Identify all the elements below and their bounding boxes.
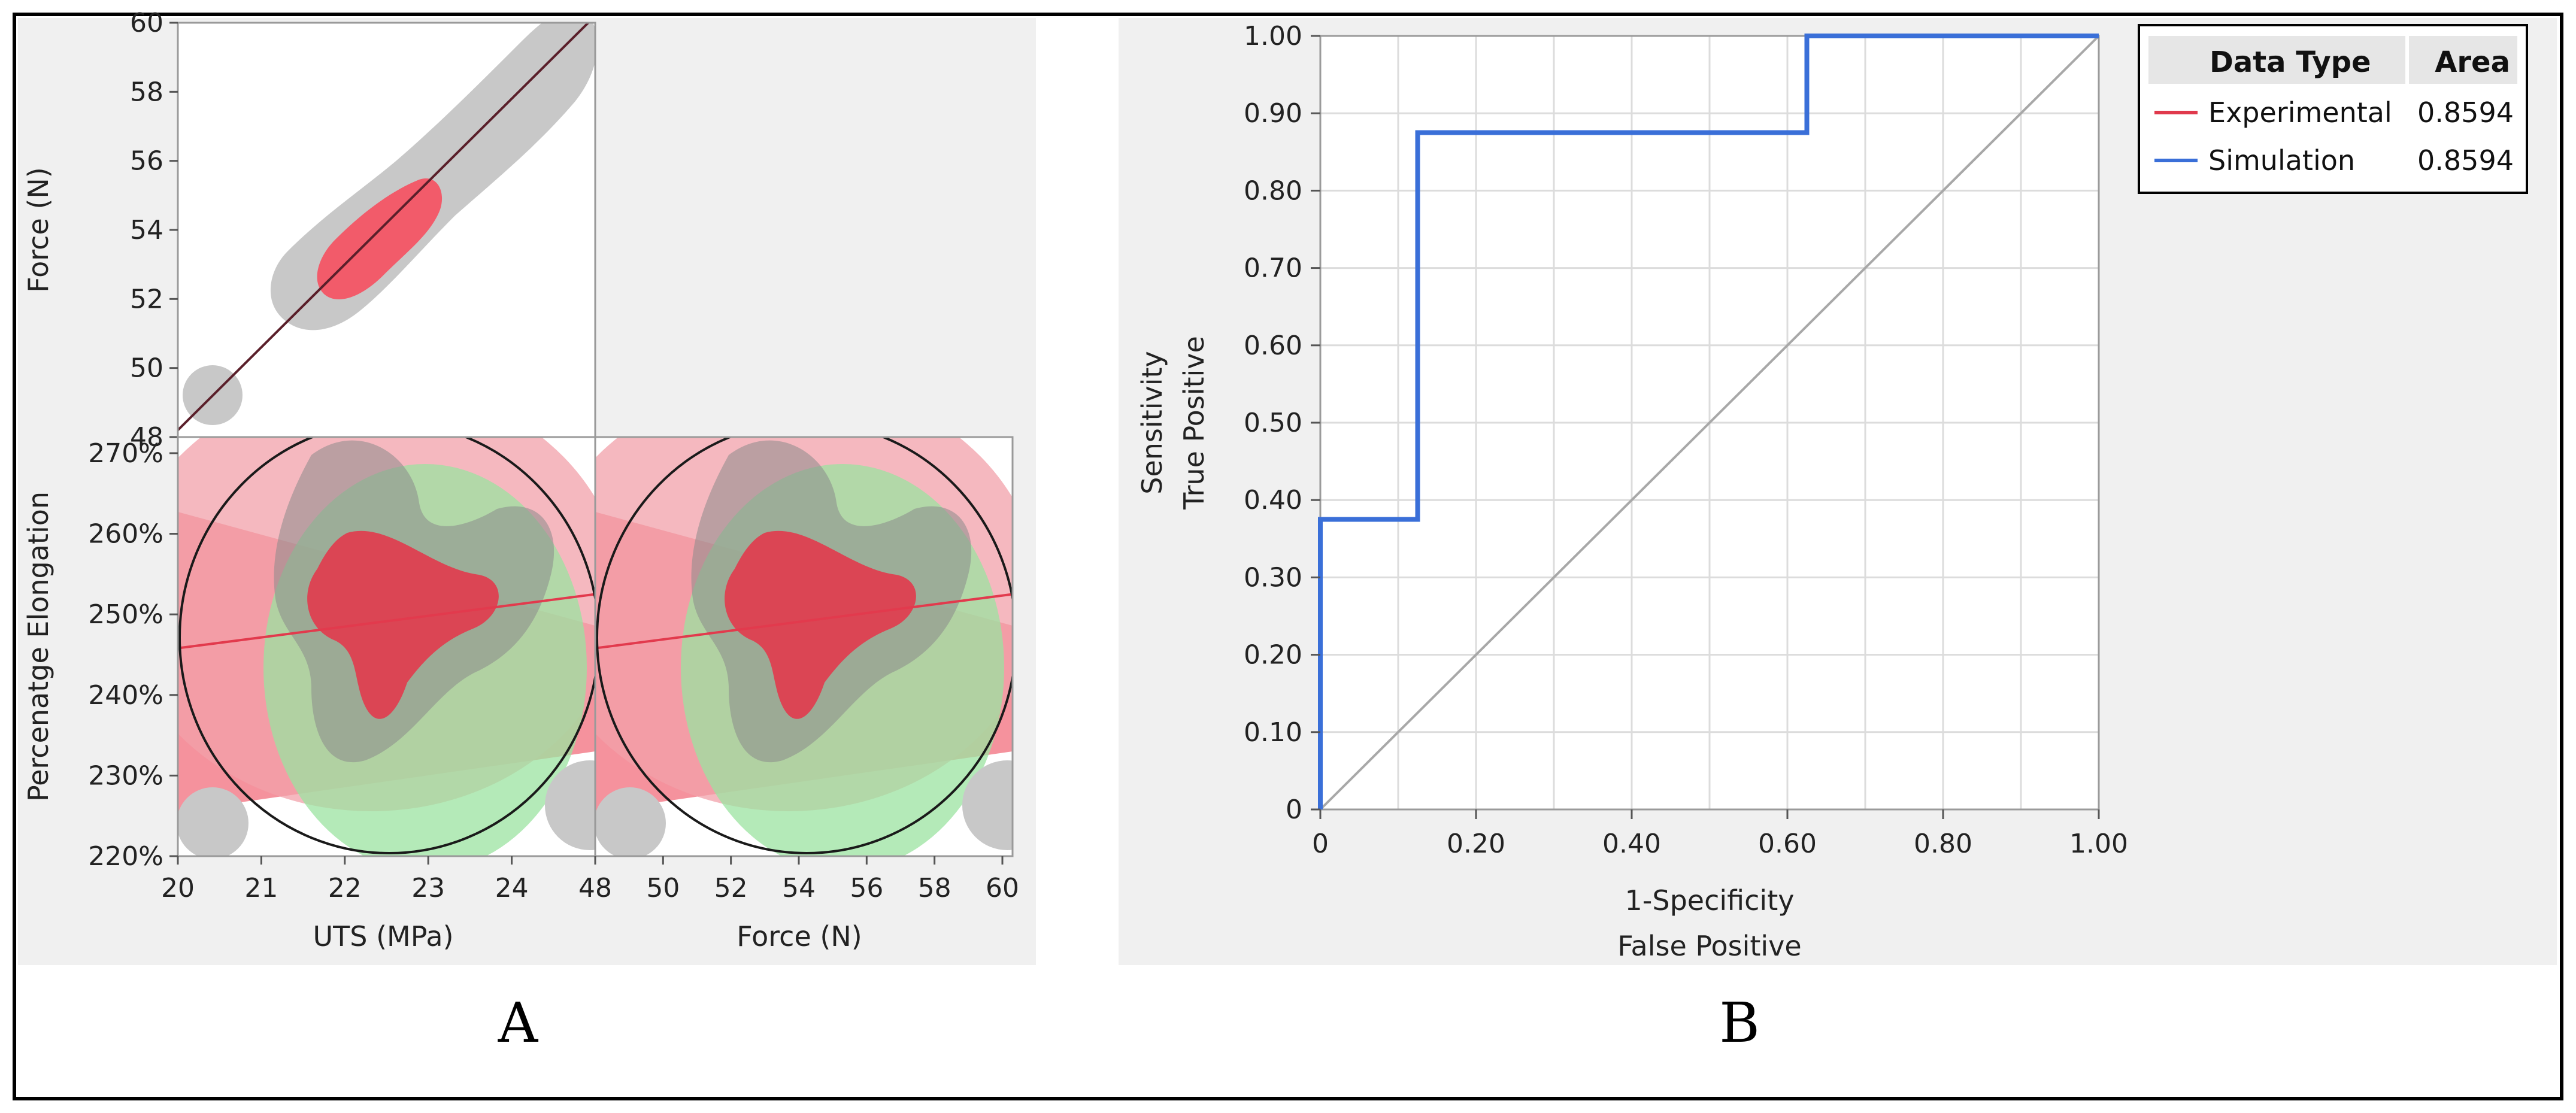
x-tick-label: 24 bbox=[495, 873, 529, 903]
roc-y-tick-label: 0.80 bbox=[1244, 175, 1302, 206]
roc-xlabel: 1-Specificity bbox=[1625, 884, 1795, 917]
panel-b: 0 0.10 0.20 0.30 0.40 0.50 0.60 0.70 0.80 0.90 1.0… bbox=[1119, 18, 2557, 965]
density-core-region bbox=[317, 178, 443, 299]
y-tick-label: 58 bbox=[130, 77, 163, 107]
confidence-ellipse-outline bbox=[596, 437, 1013, 854]
legend-label-simulation: Simulation bbox=[2208, 144, 2355, 177]
subplot-elongation-vs-force-border bbox=[594, 436, 1014, 857]
outlier-blob-left bbox=[178, 787, 248, 856]
y-tick-label: 220% bbox=[88, 841, 163, 872]
roc-y-tick-label: 0.90 bbox=[1244, 98, 1302, 129]
x-tick-label: 21 bbox=[244, 873, 278, 903]
y-tick-label: 52 bbox=[130, 284, 163, 314]
xlabel-force: Force (N) bbox=[737, 920, 862, 953]
x-tick-label: 52 bbox=[714, 873, 748, 903]
legend-area-simulation: 0.8594 bbox=[2417, 144, 2514, 177]
roc-y-tick-label: 0.60 bbox=[1244, 330, 1302, 361]
y-tick-label: 270% bbox=[88, 438, 163, 469]
roc-x-tick-label: 1.00 bbox=[2069, 829, 2128, 859]
outlier-blob-left bbox=[595, 787, 666, 856]
x-tick-label: 50 bbox=[646, 873, 680, 903]
panel-a: 48 50 52 54 56 58 60 Force (N) 220% 230% 240% 250… bbox=[18, 8, 1036, 965]
roc-reference-diagonal bbox=[1319, 35, 2100, 811]
y-tick-label: 50 bbox=[130, 353, 163, 384]
x-tick-label: 58 bbox=[918, 873, 951, 903]
panel-letter-b: B bbox=[1719, 991, 1760, 1055]
fit-line-elongation-uts bbox=[178, 593, 595, 650]
legend-header-bg bbox=[2148, 36, 2517, 84]
legend-header-area: Area bbox=[2435, 46, 2510, 79]
subplot-elongation-vs-uts: 220% 230% 240% 250% 260% 270% 20 21 22 23 24 Perc… bbox=[22, 436, 596, 953]
roc-x-tick-label: 0.40 bbox=[1602, 829, 1661, 859]
y-tick-label: 48 bbox=[130, 422, 163, 453]
roc-ylabel2: True Positive bbox=[1178, 336, 1210, 510]
roc-legend: Data Type Area Experimental 0.8594 Simul… bbox=[2138, 24, 2528, 194]
y-tick-label: 230% bbox=[88, 760, 163, 791]
roc-y-tick-label: 1.00 bbox=[1244, 21, 1302, 51]
panel-letter-a: A bbox=[498, 991, 539, 1055]
roc-x-tick-label: 0.80 bbox=[1914, 829, 1972, 859]
y-tick-label: 56 bbox=[130, 146, 163, 177]
roc-y-tick-label: 0.30 bbox=[1244, 562, 1302, 593]
legend-header-type: Data Type bbox=[2210, 46, 2371, 79]
roc-y-tick-label: 0.10 bbox=[1244, 717, 1302, 748]
subplot-elongation-vs-force: 48 50 52 54 56 58 60 Force (N) bbox=[578, 436, 1019, 953]
outlier-blob-right bbox=[962, 760, 1013, 850]
y-tick-label: 240% bbox=[88, 680, 163, 711]
x-tick-label: 22 bbox=[328, 873, 362, 903]
x-tick-label: 54 bbox=[782, 873, 816, 903]
roc-x-tick-label: 0.60 bbox=[1758, 829, 1817, 859]
density-red-core bbox=[725, 530, 916, 719]
roc-xlabel2: False Positive bbox=[1617, 930, 1801, 962]
fit-line-force-uts bbox=[178, 23, 590, 431]
roc-x-tick-label: 0.20 bbox=[1447, 829, 1505, 859]
roc-y-tick-label: 0.70 bbox=[1244, 253, 1302, 284]
y-tick-label: 260% bbox=[88, 519, 163, 550]
legend-label-experimental: Experimental bbox=[2208, 96, 2392, 129]
x-tick-label: 60 bbox=[986, 873, 1019, 903]
fit-line-elongation-force bbox=[595, 593, 1013, 650]
ylabel-elongation: Percenatge Elongation bbox=[22, 492, 54, 802]
x-tick-label: 20 bbox=[161, 873, 195, 903]
outlier-blob-right bbox=[545, 760, 595, 850]
y-tick-label: 60 bbox=[130, 8, 163, 38]
roc-x-tick-label: 0 bbox=[1312, 829, 1329, 859]
y-tick-label: 250% bbox=[88, 599, 163, 630]
y-tick-label: 54 bbox=[130, 215, 163, 245]
density-red-core bbox=[307, 530, 499, 719]
roc-series-simulation bbox=[1318, 34, 2099, 809]
subplot-force-vs-uts: 48 50 52 54 56 58 60 Force (N) bbox=[22, 8, 596, 453]
x-tick-label: 23 bbox=[411, 873, 445, 903]
x-tick-label: 48 bbox=[578, 873, 612, 903]
ylabel-force: Force (N) bbox=[22, 167, 54, 292]
roc-y-tick-label: 0 bbox=[1286, 794, 1302, 825]
roc-ylabel: Sensitivity bbox=[1136, 351, 1168, 494]
panel-a-cell-empty bbox=[595, 23, 1013, 437]
roc-y-tick-label: 0.40 bbox=[1244, 485, 1302, 515]
confidence-ellipse-outline bbox=[178, 437, 595, 854]
roc-y-tick-label: 0.20 bbox=[1244, 640, 1302, 671]
legend-area-experimental: 0.8594 bbox=[2417, 96, 2514, 129]
xlabel-uts: UTS (MPa) bbox=[313, 920, 453, 953]
x-tick-label: 56 bbox=[850, 873, 883, 903]
roc-y-tick-label: 0.50 bbox=[1244, 408, 1302, 438]
